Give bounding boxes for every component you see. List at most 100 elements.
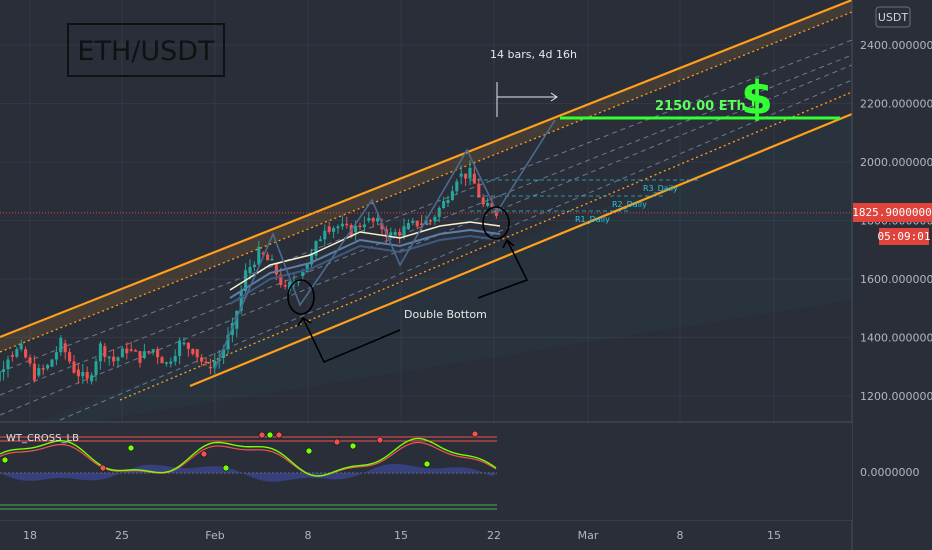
candle-body bbox=[98, 343, 102, 362]
candle-body bbox=[213, 360, 217, 369]
candle-body bbox=[332, 228, 336, 232]
candle-body bbox=[85, 371, 89, 379]
candle-body bbox=[68, 352, 72, 362]
dollar-icon: $ bbox=[741, 71, 773, 125]
candle-body bbox=[2, 369, 6, 372]
candle-body bbox=[94, 361, 98, 376]
candle-body bbox=[59, 338, 63, 353]
y-tick-label: 1600.0000000 bbox=[860, 273, 932, 286]
channel-lower-dotted bbox=[119, 91, 853, 401]
bottom-circle-1 bbox=[287, 279, 315, 315]
indicator-cross-dot bbox=[127, 444, 135, 452]
candle-body bbox=[376, 218, 380, 222]
moving-average-2 bbox=[229, 228, 501, 299]
currency-badge[interactable] bbox=[875, 6, 911, 28]
candle-body bbox=[50, 359, 54, 367]
price-channel bbox=[0, 0, 853, 421]
channel-top-band bbox=[0, 0, 852, 352]
candle-body bbox=[433, 216, 437, 221]
price-axis[interactable]: 2400.00000002200.00000002000.00000001800… bbox=[860, 39, 932, 403]
candle-body bbox=[411, 220, 415, 224]
indicator-cross-dot bbox=[258, 431, 266, 439]
candle-body bbox=[406, 223, 410, 230]
candle-body bbox=[442, 201, 446, 208]
candle-body bbox=[186, 342, 190, 349]
x-tick-label: 15 bbox=[394, 529, 408, 542]
candle-body bbox=[6, 359, 10, 370]
indicator-cross-dot bbox=[333, 438, 341, 446]
candle-body bbox=[239, 291, 243, 311]
candle-body bbox=[28, 357, 32, 364]
x-tick-label: 18 bbox=[23, 529, 37, 542]
indicator-histogram bbox=[0, 463, 497, 482]
candle-body bbox=[367, 218, 371, 221]
candle-body bbox=[459, 173, 463, 177]
candle-body bbox=[107, 356, 111, 359]
indicator-pane bbox=[0, 423, 852, 520]
double-bottom-arrow-2 bbox=[477, 239, 529, 299]
candle-body bbox=[261, 252, 265, 255]
overlays bbox=[0, 82, 852, 369]
indicator-name[interactable]: WT_CROSS_LB bbox=[6, 433, 79, 444]
candle-body bbox=[336, 226, 340, 229]
candle-body bbox=[169, 361, 173, 364]
x-tick-label: 25 bbox=[115, 529, 129, 542]
candle-body bbox=[380, 223, 384, 230]
candle-body bbox=[160, 357, 164, 364]
candle-body bbox=[200, 357, 204, 362]
candle-body bbox=[142, 351, 146, 358]
indicator-wave-red bbox=[0, 441, 497, 477]
y-tick-label: 2400.0000000 bbox=[860, 39, 932, 52]
x-tick-label: Feb bbox=[205, 529, 224, 542]
candle-body bbox=[134, 350, 138, 352]
bars-measure-label: 14 bars, 4d 16h bbox=[490, 48, 577, 61]
time-axis[interactable]: 18 25 Feb 8 15 22 Mar 8 15 bbox=[23, 529, 781, 542]
channel-upper-line bbox=[0, 0, 853, 339]
y-tick-label: 1400.0000000 bbox=[860, 332, 932, 345]
zigzag-path bbox=[214, 119, 556, 369]
indicator-cross-dot bbox=[266, 431, 274, 439]
pivot-r1-label: R1_Daily bbox=[575, 215, 610, 224]
x-tick-label: 22 bbox=[487, 529, 501, 542]
indicator-cross-dot bbox=[305, 447, 313, 455]
candle-body bbox=[76, 369, 80, 377]
candle-body bbox=[81, 371, 85, 377]
candle-body bbox=[345, 223, 349, 226]
candle-body bbox=[10, 355, 14, 357]
candle-body bbox=[283, 285, 287, 287]
measure-arrow bbox=[550, 92, 558, 102]
x-tick-label: 8 bbox=[305, 529, 312, 542]
indicator-cross-dot bbox=[99, 464, 107, 472]
x-tick-label: 8 bbox=[677, 529, 684, 542]
candle-body bbox=[481, 197, 485, 205]
candle-body bbox=[437, 207, 441, 217]
countdown-label: 05:09:01 bbox=[878, 230, 931, 243]
channel-mid-dashed bbox=[0, 64, 853, 416]
candle-body bbox=[54, 352, 58, 360]
y-tick-label: 1200.0000000 bbox=[860, 390, 932, 403]
candle-body bbox=[270, 258, 274, 261]
candle-body bbox=[191, 348, 195, 355]
candle-body bbox=[472, 173, 476, 184]
candle-body bbox=[125, 348, 129, 354]
indicator-y-tick: 0.0000000 bbox=[860, 466, 920, 479]
candle-body bbox=[235, 310, 239, 329]
candle-body bbox=[204, 361, 208, 364]
candle-body bbox=[455, 181, 459, 192]
candle-body bbox=[301, 272, 305, 277]
candle-body bbox=[314, 241, 318, 256]
candle-body bbox=[120, 348, 124, 358]
candle-body bbox=[305, 264, 309, 273]
x-tick-label: Mar bbox=[578, 529, 599, 542]
candle-body bbox=[415, 220, 419, 227]
candle-body bbox=[252, 264, 256, 267]
candle-body bbox=[318, 239, 322, 242]
target-label: 2150.00 ETh ! bbox=[655, 99, 756, 114]
candle-body bbox=[222, 349, 226, 358]
candle-body bbox=[362, 224, 366, 228]
candle-body bbox=[24, 349, 28, 358]
candle-body bbox=[340, 223, 344, 227]
candle-body bbox=[266, 254, 270, 261]
